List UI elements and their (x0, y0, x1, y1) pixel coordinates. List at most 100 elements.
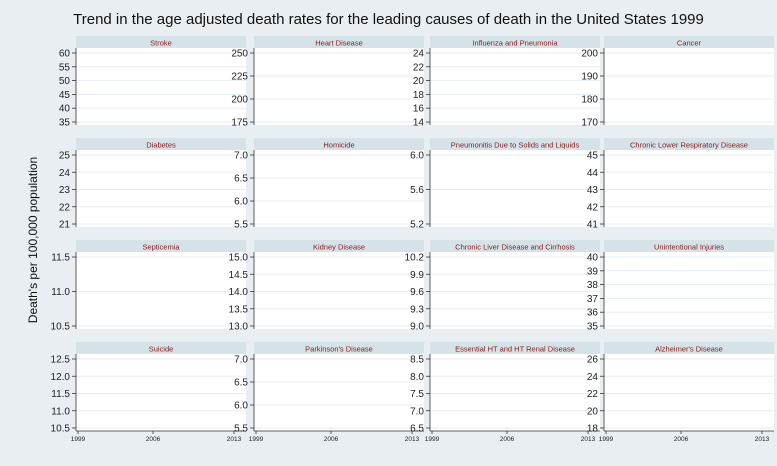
y-tick-label: 14.5 (229, 270, 249, 281)
chart-title: Trend in the age adjusted death rates fo… (73, 11, 704, 28)
x-tick-label: 1999 (599, 436, 614, 443)
panel-header (254, 342, 424, 354)
panel-title: Homicide (323, 141, 354, 150)
y-tick-label: 18 (587, 424, 599, 435)
y-tick-label: 15.0 (229, 253, 249, 264)
plot-area (76, 150, 246, 227)
y-tick-label: 9.3 (410, 304, 424, 315)
panel: Chronic Lower Respiratory Disease 45 44 43 4… (587, 138, 774, 231)
plot-area (76, 252, 246, 329)
y-tick-label: 22 (59, 202, 71, 213)
panel-header (76, 138, 246, 150)
y-tick-label: 23 (59, 185, 71, 196)
y-tick-label: 9.0 (410, 322, 424, 333)
y-tick-label: 6.0 (234, 197, 248, 208)
panel-header (76, 240, 246, 252)
y-tick-label: 9.9 (410, 270, 424, 281)
panel: Heart Disease 250 225 200 175 (231, 36, 424, 129)
y-tick-label: 6.5 (410, 424, 424, 435)
y-tick-label: 6.0 (410, 151, 424, 162)
panel-header (604, 138, 774, 150)
panel-title: Unintentional Injuries (654, 243, 724, 252)
y-tick-label: 12.0 (51, 372, 71, 383)
y-tick-label: 36 (587, 308, 599, 319)
x-tick-label: 2006 (674, 436, 689, 443)
y-tick-label: 11.0 (51, 406, 70, 417)
y-tick-label: 180 (581, 95, 598, 106)
y-tick-label: 6.5 (234, 174, 248, 185)
x-tick-label: 1999 (71, 436, 86, 443)
y-tick-label: 225 (231, 72, 248, 83)
x-tick-label: 1999 (425, 436, 440, 443)
x-tick-label: 2006 (146, 436, 161, 443)
y-tick-label: 7.0 (234, 151, 248, 162)
y-tick-label: 38 (587, 280, 599, 291)
y-tick-label: 7.0 (410, 406, 424, 417)
plot-area (254, 252, 424, 329)
y-tick-label: 200 (231, 95, 248, 106)
y-tick-label: 40 (587, 253, 599, 264)
panel-title: Chronic Liver Disease and Cirrhosis (455, 243, 575, 252)
panel-header (254, 240, 424, 252)
y-tick-label: 11.5 (51, 389, 70, 400)
panel-title: Cancer (677, 39, 702, 48)
y-tick-label: 44 (587, 168, 599, 179)
panel-title: Diabetes (146, 141, 176, 150)
panel: Pneumonitis Due to Solids and Liquids 6.0… (410, 138, 600, 231)
y-tick-label: 35 (587, 322, 599, 333)
y-tick-label: 20 (587, 406, 599, 417)
panel-title: Essential HT and HT Renal Disease (455, 345, 575, 354)
y-tick-label: 24 (413, 49, 425, 60)
panel-header (430, 240, 600, 252)
panel-header (604, 240, 774, 252)
plot-area (430, 354, 600, 431)
panel-title: Alzheimer's Disease (655, 345, 723, 354)
y-tick-label: 35 (59, 118, 71, 129)
y-tick-label: 40 (59, 104, 71, 115)
plot-area (430, 252, 600, 329)
y-tick-label: 43 (587, 185, 599, 196)
panel-title: Stroke (150, 39, 172, 48)
y-tick-label: 11.0 (51, 287, 70, 298)
panel: Cancer 200 190 180 170 (581, 36, 774, 129)
panel: Essential HT and HT Renal Disease 8.5 8.0 7… (410, 342, 600, 443)
panel: Septicemia 11.5 11.0 10.5 (51, 240, 246, 333)
panel: Unintentional Injuries 40 39 38 37 36 35 (587, 240, 774, 333)
y-tick-label: 175 (231, 118, 248, 129)
y-tick-label: 7.0 (234, 355, 248, 366)
y-tick-label: 22 (413, 62, 425, 73)
panel-header (430, 342, 600, 354)
y-tick-label: 24 (59, 168, 71, 179)
y-tick-label: 5.6 (410, 185, 424, 196)
y-tick-label: 10.5 (51, 322, 71, 333)
panel-title: Kidney Disease (313, 243, 365, 252)
panel-title: Suicide (149, 345, 174, 354)
y-tick-label: 14 (413, 118, 425, 129)
panel-header (76, 36, 246, 48)
y-tick-label: 10.5 (51, 424, 71, 435)
y-tick-label: 13.0 (229, 322, 249, 333)
y-tick-label: 5.2 (410, 220, 424, 231)
panel: Homicide 7.0 6.5 6.0 5.5 (234, 138, 424, 231)
y-tick-label: 18 (413, 90, 425, 101)
panel: Chronic Liver Disease and Cirrhosis 10.2 9… (405, 240, 600, 333)
panel-header (430, 36, 600, 48)
y-tick-label: 200 (581, 49, 598, 60)
y-tick-label: 14.0 (229, 287, 249, 298)
y-tick-label: 45 (59, 90, 71, 101)
panel-title: Parkinson's Disease (305, 345, 373, 354)
y-tick-label: 5.5 (234, 220, 248, 231)
y-tick-label: 6.5 (234, 378, 248, 389)
plot-area (76, 354, 246, 431)
y-tick-label: 13.5 (229, 304, 249, 315)
y-tick-label: 170 (581, 118, 598, 129)
panel: Influenza and Pneumonia 24 22 20 18 16 14 (413, 36, 600, 129)
x-tick-label: 2013 (581, 436, 596, 443)
plot-area (76, 48, 246, 125)
y-tick-label: 37 (587, 294, 599, 305)
y-tick-label: 7.5 (410, 389, 424, 400)
